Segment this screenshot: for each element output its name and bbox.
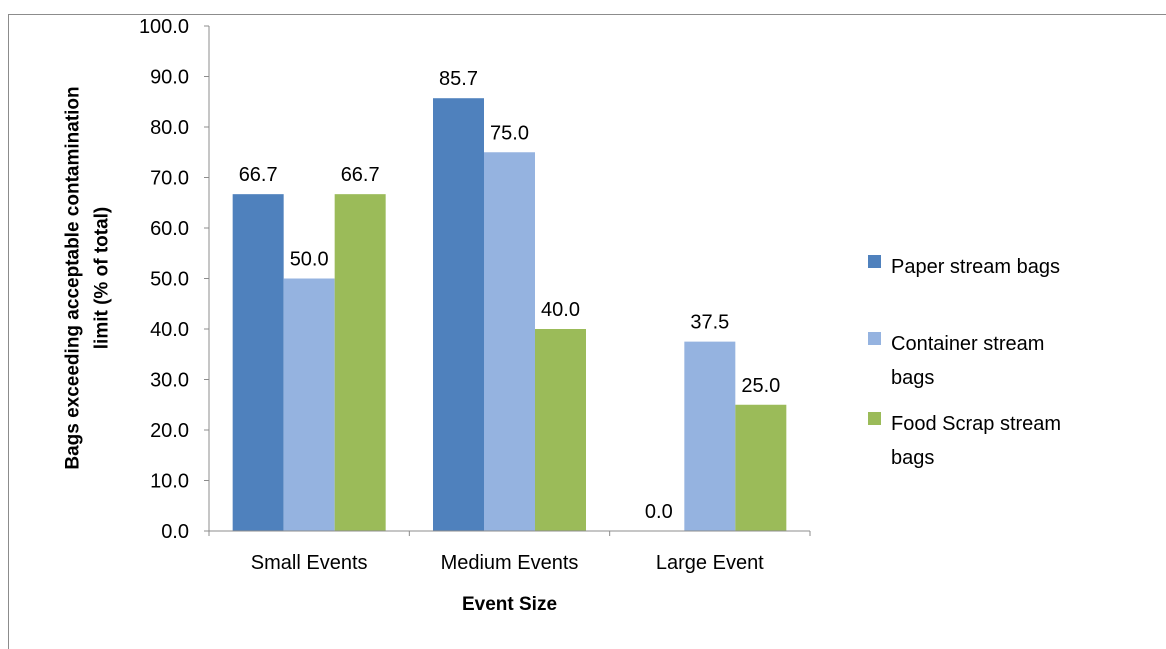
bar-data-label: 50.0 [290, 249, 329, 271]
bar-data-label: 66.7 [239, 164, 278, 186]
bar-data-label: 75.0 [490, 122, 529, 144]
y-axis-tick-labels: 0.0 10.0 20.0 30.0 40.0 50.0 60.0 70.0 80.0 90.0 1… [139, 16, 209, 543]
y-tick-label: 70.0 [150, 168, 189, 190]
bar-data-label: 37.5 [690, 312, 729, 334]
bar [334, 194, 386, 532]
bar [684, 341, 736, 531]
legend-label: bags [891, 367, 934, 389]
bar [433, 98, 484, 531]
x-category-label: Medium Events [441, 552, 579, 574]
x-axis-title: Event Size [462, 594, 557, 615]
data-labels-group: 66.7 50.0 66.7 85.7 75.0 40.0 0.0 37.5 25.0 [239, 68, 781, 523]
bar-data-label: 85.7 [439, 68, 478, 90]
chart-frame [8, 14, 1166, 649]
y-tick-label: 0.0 [161, 521, 189, 543]
bar-data-label: 40.0 [541, 299, 580, 321]
y-tick-label: 50.0 [150, 269, 189, 291]
legend-label: Paper stream bags [891, 256, 1060, 278]
bar [484, 152, 535, 531]
y-axis-title-line: limit (% of total) [92, 207, 113, 349]
y-tick-label: 40.0 [150, 319, 189, 341]
bar-data-label: 66.7 [341, 164, 380, 186]
bar-data-label: 25.0 [741, 375, 780, 397]
y-axis-title: Bags exceeding acceptable contamination l… [63, 86, 113, 469]
bar [283, 278, 335, 531]
bar [535, 329, 586, 531]
bars-group [232, 98, 787, 532]
y-tick-label: 10.0 [150, 471, 189, 493]
y-tick-label: 90.0 [150, 67, 189, 89]
y-tick-label: 80.0 [150, 117, 189, 139]
y-tick-label: 30.0 [150, 370, 189, 392]
legend: Paper stream bags Container stream bags Foo… [868, 255, 1061, 469]
x-category-label: Large Event [656, 552, 764, 574]
bar-data-label: 0.0 [645, 501, 673, 523]
x-axis-category-labels: Small Events Medium Events Large Event [208, 531, 811, 574]
legend-swatch [868, 332, 881, 345]
y-tick-label: 60.0 [150, 218, 189, 240]
legend-swatch [868, 412, 881, 425]
x-category-label: Small Events [251, 552, 368, 574]
y-axis-title-line: Bags exceeding acceptable contamination [63, 86, 84, 469]
y-tick-label: 20.0 [150, 420, 189, 442]
legend-swatch [868, 255, 881, 268]
legend-label: Container stream [891, 333, 1044, 355]
legend-label: Food Scrap stream [891, 413, 1061, 435]
legend-label: bags [891, 447, 934, 469]
bar [735, 404, 787, 531]
bar [232, 194, 284, 532]
y-tick-label: 100.0 [139, 16, 189, 38]
